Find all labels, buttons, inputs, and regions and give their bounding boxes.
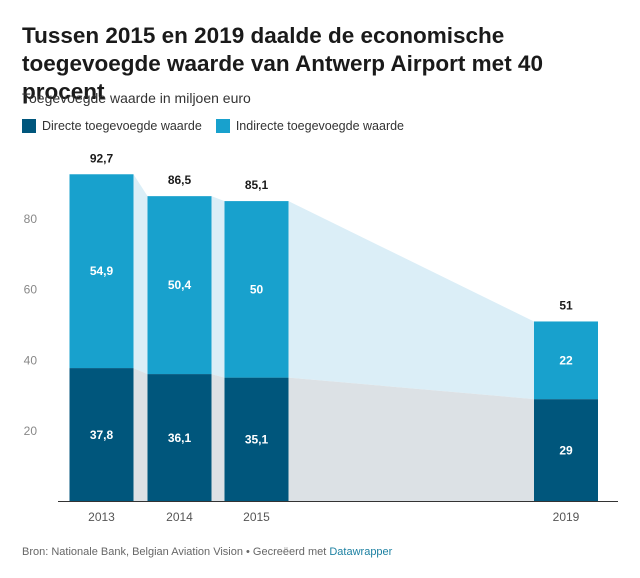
data-label-direct: 37,8 — [90, 428, 114, 442]
datawrapper-link[interactable]: Datawrapper — [329, 546, 393, 558]
data-label-direct: 36,1 — [168, 431, 192, 445]
bar-direct — [224, 377, 289, 502]
data-label-direct: 35,1 — [245, 433, 269, 447]
data-label-total: 85,1 — [245, 178, 269, 192]
data-label-total: 86,5 — [168, 173, 192, 187]
y-tick-label: 40 — [24, 353, 38, 367]
bar-direct — [534, 399, 598, 502]
connector-band-direct — [288, 377, 534, 502]
bar-indirect — [147, 196, 212, 375]
legend-item-direct: Directe toegevoegde waarde — [22, 119, 202, 133]
bar-direct — [69, 368, 134, 502]
legend: Directe toegevoegde waarde Indirecte toe… — [22, 119, 418, 133]
x-tick-label: 2019 — [553, 510, 580, 524]
data-label-total: 51 — [559, 298, 573, 312]
y-tick-label: 80 — [24, 212, 38, 226]
legend-swatch-indirect — [215, 119, 230, 133]
bar-direct — [147, 374, 212, 502]
footer: Bron: Nationale Bank, Belgian Aviation V… — [22, 546, 392, 558]
chart-title: Tussen 2015 en 2019 daalde de economisch… — [22, 23, 543, 104]
bar-indirect — [534, 321, 598, 400]
footer-source: Bron: Nationale Bank, Belgian Aviation V… — [22, 546, 330, 558]
data-label-direct: 29 — [559, 443, 573, 457]
x-tick-label: 2015 — [243, 510, 270, 524]
bar-indirect — [224, 201, 289, 378]
connector-band-small — [133, 174, 148, 375]
connector-band-small — [133, 368, 148, 502]
legend-label-direct: Directe toegevoegde waarde — [42, 119, 202, 133]
y-tick-label: 60 — [24, 283, 38, 297]
legend-item-indirect: Indirecte toegevoegde waarde — [215, 119, 405, 133]
data-label-total: 92,7 — [90, 151, 114, 165]
data-label-indirect: 22 — [559, 353, 573, 367]
legend-label-indirect: Indirecte toegevoegde waarde — [235, 119, 405, 133]
y-tick-label: 20 — [24, 424, 38, 438]
connector-band-indirect — [288, 201, 534, 400]
data-label-indirect: 54,9 — [90, 264, 114, 278]
x-tick-label: 2014 — [166, 510, 193, 524]
bar-indirect — [69, 174, 134, 369]
x-tick-label: 2013 — [88, 510, 115, 524]
legend-swatch-direct — [22, 119, 36, 133]
connector-band-small — [211, 374, 225, 502]
connector-band-small — [211, 196, 225, 378]
chart-subtitle: Toegevoegde waarde in miljoen euro — [22, 90, 251, 106]
data-label-indirect: 50 — [250, 282, 264, 296]
data-label-indirect: 50,4 — [168, 278, 192, 292]
